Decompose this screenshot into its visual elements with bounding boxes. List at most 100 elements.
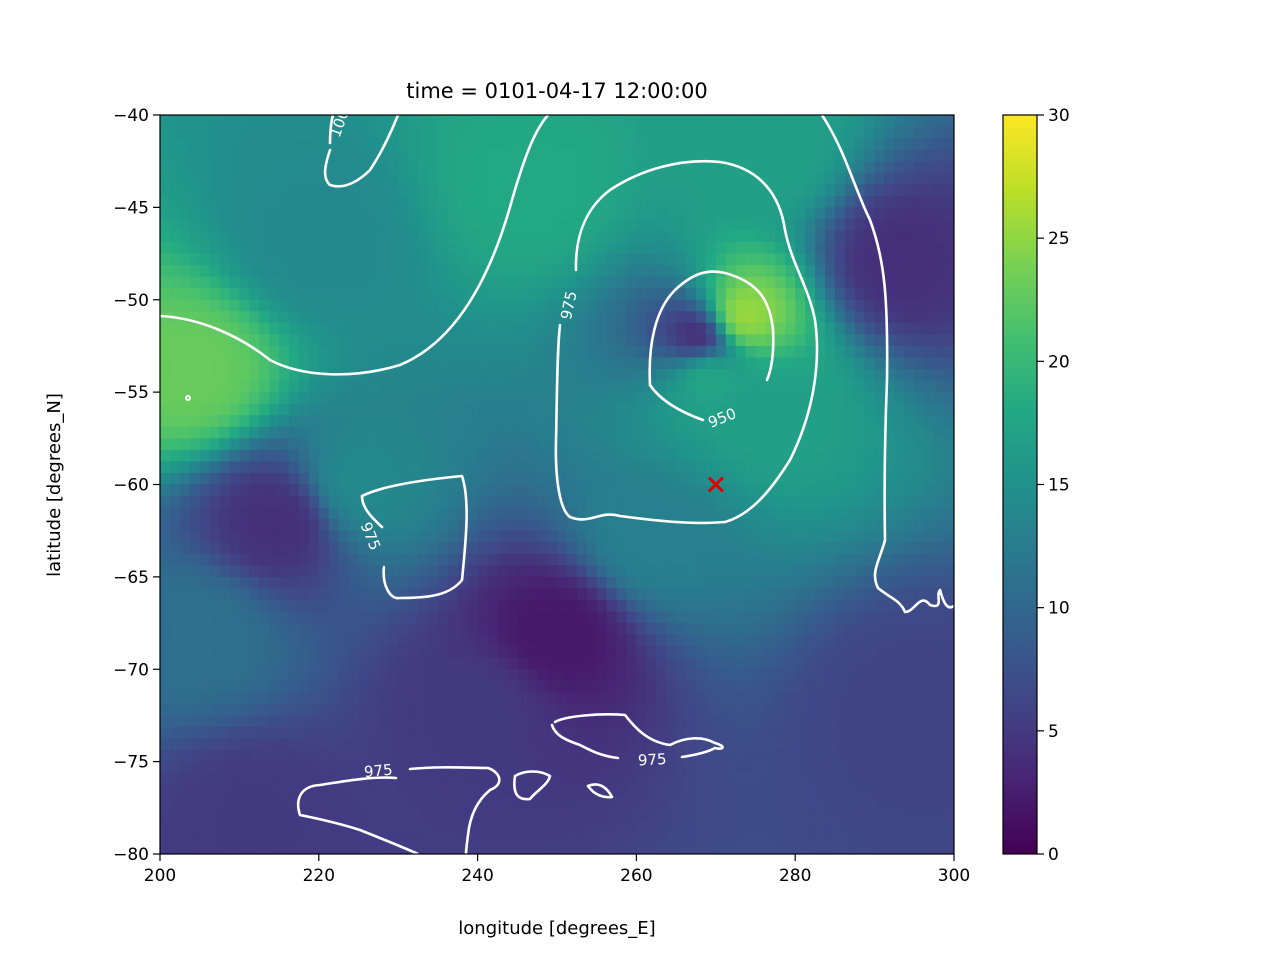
- heatmap-cell: [418, 288, 429, 301]
- heatmap-cell: [477, 819, 489, 832]
- heatmap-cell: [318, 646, 330, 659]
- heatmap-cell: [944, 426, 954, 439]
- heatmap-cell: [626, 692, 637, 705]
- heatmap-cell: [815, 461, 826, 474]
- heatmap-cell: [298, 519, 310, 532]
- heatmap-cell: [308, 115, 320, 128]
- heatmap-cell: [328, 657, 340, 670]
- heatmap-cell: [338, 207, 350, 220]
- heatmap-cell: [328, 634, 340, 647]
- heatmap-cell: [457, 807, 469, 820]
- heatmap-cell: [834, 750, 846, 763]
- heatmap-cell: [844, 807, 856, 820]
- heatmap-cell: [437, 230, 449, 243]
- heatmap-cell: [209, 784, 221, 797]
- heatmap-cell: [279, 565, 290, 578]
- heatmap-cell: [676, 218, 687, 232]
- heatmap-cell: [338, 345, 350, 359]
- heatmap-cell: [646, 276, 657, 289]
- heatmap-cell: [437, 819, 449, 832]
- heatmap-cell: [427, 230, 439, 243]
- heatmap-cell: [606, 230, 618, 243]
- heatmap-cell: [418, 276, 429, 289]
- heatmap-cell: [308, 565, 320, 578]
- heatmap-cell: [557, 392, 568, 405]
- heatmap-cell: [557, 415, 568, 428]
- heatmap-cell: [289, 507, 300, 520]
- heatmap-cell: [338, 553, 350, 566]
- heatmap-cell: [934, 507, 945, 520]
- heatmap-cell: [338, 507, 350, 520]
- heatmap-cell: [725, 750, 737, 763]
- heatmap-cell: [497, 588, 508, 601]
- heatmap-cell: [596, 703, 608, 717]
- heatmap-cell: [160, 369, 171, 382]
- heatmap-cell: [844, 253, 856, 266]
- heatmap-cell: [169, 507, 181, 520]
- heatmap-cell: [388, 172, 399, 185]
- heatmap-cell: [576, 680, 588, 693]
- heatmap-cell: [686, 472, 697, 486]
- heatmap-cell: [318, 334, 330, 347]
- heatmap-cell: [695, 369, 707, 382]
- heatmap-cell: [298, 426, 310, 439]
- heatmap-cell: [805, 646, 816, 659]
- heatmap-cell: [785, 369, 796, 382]
- heatmap-cell: [606, 773, 618, 786]
- heatmap-cell: [656, 276, 667, 289]
- heatmap-cell: [279, 819, 290, 832]
- heatmap-cell: [160, 657, 171, 670]
- heatmap-cell: [834, 184, 846, 197]
- heatmap-cell: [427, 807, 439, 820]
- heatmap-cell: [269, 726, 280, 740]
- heatmap-cell: [824, 530, 836, 543]
- heatmap-cell: [676, 726, 687, 740]
- heatmap-cell: [427, 218, 439, 232]
- heatmap-cell: [269, 484, 280, 497]
- heatmap-cell: [576, 184, 588, 197]
- heatmap-cell: [795, 507, 806, 520]
- heatmap-cell: [626, 703, 637, 717]
- heatmap-cell: [557, 115, 568, 128]
- heatmap-cell: [467, 519, 479, 532]
- heatmap-cell: [864, 726, 876, 740]
- heatmap-cell: [179, 195, 191, 208]
- heatmap-cell: [507, 242, 518, 255]
- heatmap-cell: [378, 819, 389, 832]
- heatmap-cell: [527, 588, 538, 601]
- heatmap-cell: [735, 322, 747, 335]
- heatmap-cell: [606, 184, 618, 197]
- heatmap-cell: [686, 623, 697, 636]
- heatmap-cell: [586, 819, 598, 832]
- heatmap-cell: [497, 195, 508, 208]
- heatmap-cell: [557, 692, 568, 705]
- heatmap-cell: [160, 184, 171, 197]
- heatmap-cell: [884, 784, 896, 797]
- heatmap-cell: [775, 576, 786, 590]
- heatmap-cell: [765, 461, 776, 474]
- heatmap-cell: [735, 796, 747, 809]
- heatmap-cell: [695, 496, 707, 509]
- heatmap-cell: [894, 761, 905, 774]
- heatmap-cell: [884, 161, 896, 174]
- heatmap-cell: [447, 657, 459, 670]
- heatmap-cell: [348, 184, 360, 197]
- heatmap-cell: [517, 819, 528, 832]
- heatmap-cell: [328, 438, 340, 451]
- heatmap-cell: [815, 242, 826, 255]
- heatmap-cell: [576, 576, 588, 590]
- heatmap-cell: [725, 576, 737, 590]
- heatmap-cell: [735, 195, 747, 208]
- heatmap-cell: [358, 230, 370, 243]
- heatmap-cell: [735, 646, 747, 659]
- heatmap-cell: [805, 242, 816, 255]
- heatmap-cell: [725, 380, 737, 393]
- heatmap-cell: [854, 472, 866, 486]
- heatmap-layer: [160, 115, 954, 854]
- heatmap-cell: [179, 738, 191, 751]
- heatmap-cell: [884, 715, 896, 728]
- heatmap-cell: [239, 138, 250, 151]
- heatmap-cell: [924, 530, 935, 543]
- heatmap-cell: [457, 403, 469, 416]
- heatmap-cell: [497, 623, 508, 636]
